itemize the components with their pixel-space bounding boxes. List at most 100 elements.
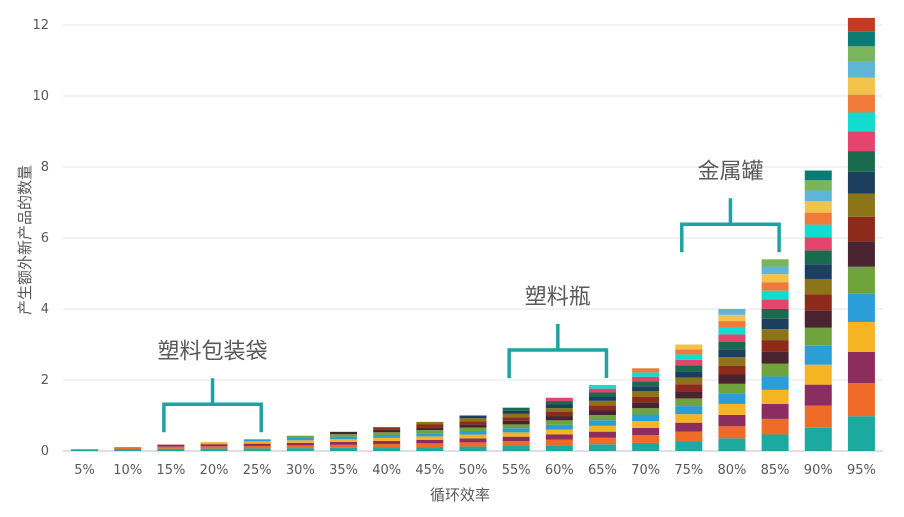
x-tick-label: 10% bbox=[113, 463, 142, 478]
bar-segment bbox=[632, 408, 660, 415]
bar-segment bbox=[588, 415, 616, 421]
bar-segment bbox=[718, 341, 746, 350]
bar-segment bbox=[416, 447, 444, 451]
bar-segment bbox=[804, 405, 832, 428]
bar-segment bbox=[502, 407, 530, 411]
bar-segment bbox=[804, 384, 832, 406]
bar-segment bbox=[761, 363, 789, 377]
x-tick-label: 15% bbox=[156, 463, 185, 478]
bar-segment bbox=[330, 436, 358, 440]
bar-segment bbox=[502, 413, 530, 418]
bar-segment bbox=[804, 190, 832, 202]
bar-segment bbox=[847, 266, 875, 294]
bar-segment bbox=[847, 77, 875, 95]
bar-stack bbox=[502, 407, 530, 451]
bar-segment bbox=[588, 437, 616, 445]
bar-segment bbox=[761, 351, 789, 364]
bar-segment bbox=[459, 421, 487, 425]
bar-segment bbox=[373, 427, 401, 430]
annotation-label: 金属罐 bbox=[697, 159, 763, 184]
x-tick-label: 40% bbox=[372, 463, 401, 478]
bar-segment bbox=[286, 440, 314, 443]
bar-segment bbox=[71, 449, 99, 451]
bar-segment bbox=[330, 431, 358, 435]
x-tick-label: 35% bbox=[329, 463, 358, 478]
bar-segment bbox=[416, 443, 444, 448]
bar-segment bbox=[545, 408, 573, 413]
bar-segment bbox=[157, 448, 185, 451]
annotation-group: 金属罐 bbox=[680, 159, 781, 253]
bar-segment bbox=[459, 430, 487, 435]
bar-stack bbox=[286, 435, 314, 451]
bar-segment bbox=[632, 442, 660, 451]
bar-segment bbox=[545, 401, 573, 405]
bar-segment bbox=[804, 180, 832, 191]
bar-segment bbox=[373, 444, 401, 448]
bar-segment bbox=[416, 439, 444, 444]
bar-segment bbox=[416, 433, 444, 437]
bar-segment bbox=[416, 427, 444, 431]
x-tick-label: 65% bbox=[588, 463, 617, 478]
x-tick-label: 95% bbox=[847, 463, 876, 478]
annotation-label: 塑料包装袋 bbox=[158, 339, 268, 364]
bar-segment bbox=[502, 417, 530, 421]
bar-segment bbox=[632, 391, 660, 397]
x-axis-title: 循环效率 bbox=[430, 486, 490, 504]
bar-segment bbox=[675, 377, 703, 385]
bar-segment bbox=[847, 351, 875, 384]
bar-segment bbox=[459, 434, 487, 439]
bar-segment bbox=[847, 216, 875, 242]
bar-segment bbox=[157, 446, 185, 449]
x-tick-label: 45% bbox=[415, 463, 444, 478]
bar-segment bbox=[243, 443, 271, 446]
bar-segment bbox=[373, 435, 401, 438]
x-tick-label: 85% bbox=[761, 463, 790, 478]
bar-stack bbox=[459, 415, 487, 451]
y-tick-label: 4 bbox=[41, 302, 49, 317]
bar-segment bbox=[243, 441, 271, 444]
bar-segment bbox=[416, 424, 444, 428]
x-tick-label: 80% bbox=[717, 463, 746, 478]
bar-segment bbox=[804, 224, 832, 238]
bar-segment bbox=[373, 437, 401, 441]
bar-segment bbox=[459, 427, 487, 431]
bar-segment bbox=[545, 404, 573, 409]
annotation-group: 塑料瓶 bbox=[507, 285, 609, 378]
bar-segment bbox=[416, 436, 444, 440]
bar-segment bbox=[675, 406, 703, 415]
annotation-label: 塑料瓶 bbox=[525, 285, 591, 310]
bar-segment bbox=[675, 359, 703, 366]
bar-segment bbox=[718, 327, 746, 335]
annotations: 塑料包装袋 塑料瓶 金属罐 bbox=[158, 159, 781, 433]
bar-stack bbox=[847, 17, 875, 451]
bar-stack bbox=[718, 309, 746, 451]
bar-segment bbox=[632, 414, 660, 422]
bar-segment bbox=[502, 445, 530, 451]
bar-segment bbox=[632, 396, 660, 403]
bracket bbox=[162, 402, 263, 433]
bar-segment bbox=[330, 444, 358, 448]
bar-segment bbox=[200, 448, 228, 451]
bar-segment bbox=[675, 414, 703, 423]
x-tick-label: 75% bbox=[674, 463, 703, 478]
bar-segment bbox=[459, 446, 487, 451]
bar-segment bbox=[804, 237, 832, 251]
bar-segment bbox=[718, 374, 746, 384]
y-axis-ticks: 0 2 4 6 8 10 12 bbox=[32, 18, 49, 459]
bar-segment bbox=[847, 151, 875, 172]
annotation-group: 塑料包装袋 bbox=[158, 339, 268, 433]
bar-segment bbox=[459, 418, 487, 422]
x-tick-label: 25% bbox=[243, 463, 272, 478]
bar-segment bbox=[588, 392, 616, 397]
bar-segment bbox=[502, 428, 530, 433]
bar-segment bbox=[847, 46, 875, 62]
bar-segment bbox=[588, 400, 616, 406]
bar-segment bbox=[804, 212, 832, 225]
bar-segment bbox=[761, 404, 789, 419]
bar-segment bbox=[632, 402, 660, 409]
bar-segment bbox=[330, 439, 358, 442]
bar-stack bbox=[416, 421, 444, 451]
bar-segment bbox=[157, 444, 185, 447]
bar-segment bbox=[675, 441, 703, 451]
